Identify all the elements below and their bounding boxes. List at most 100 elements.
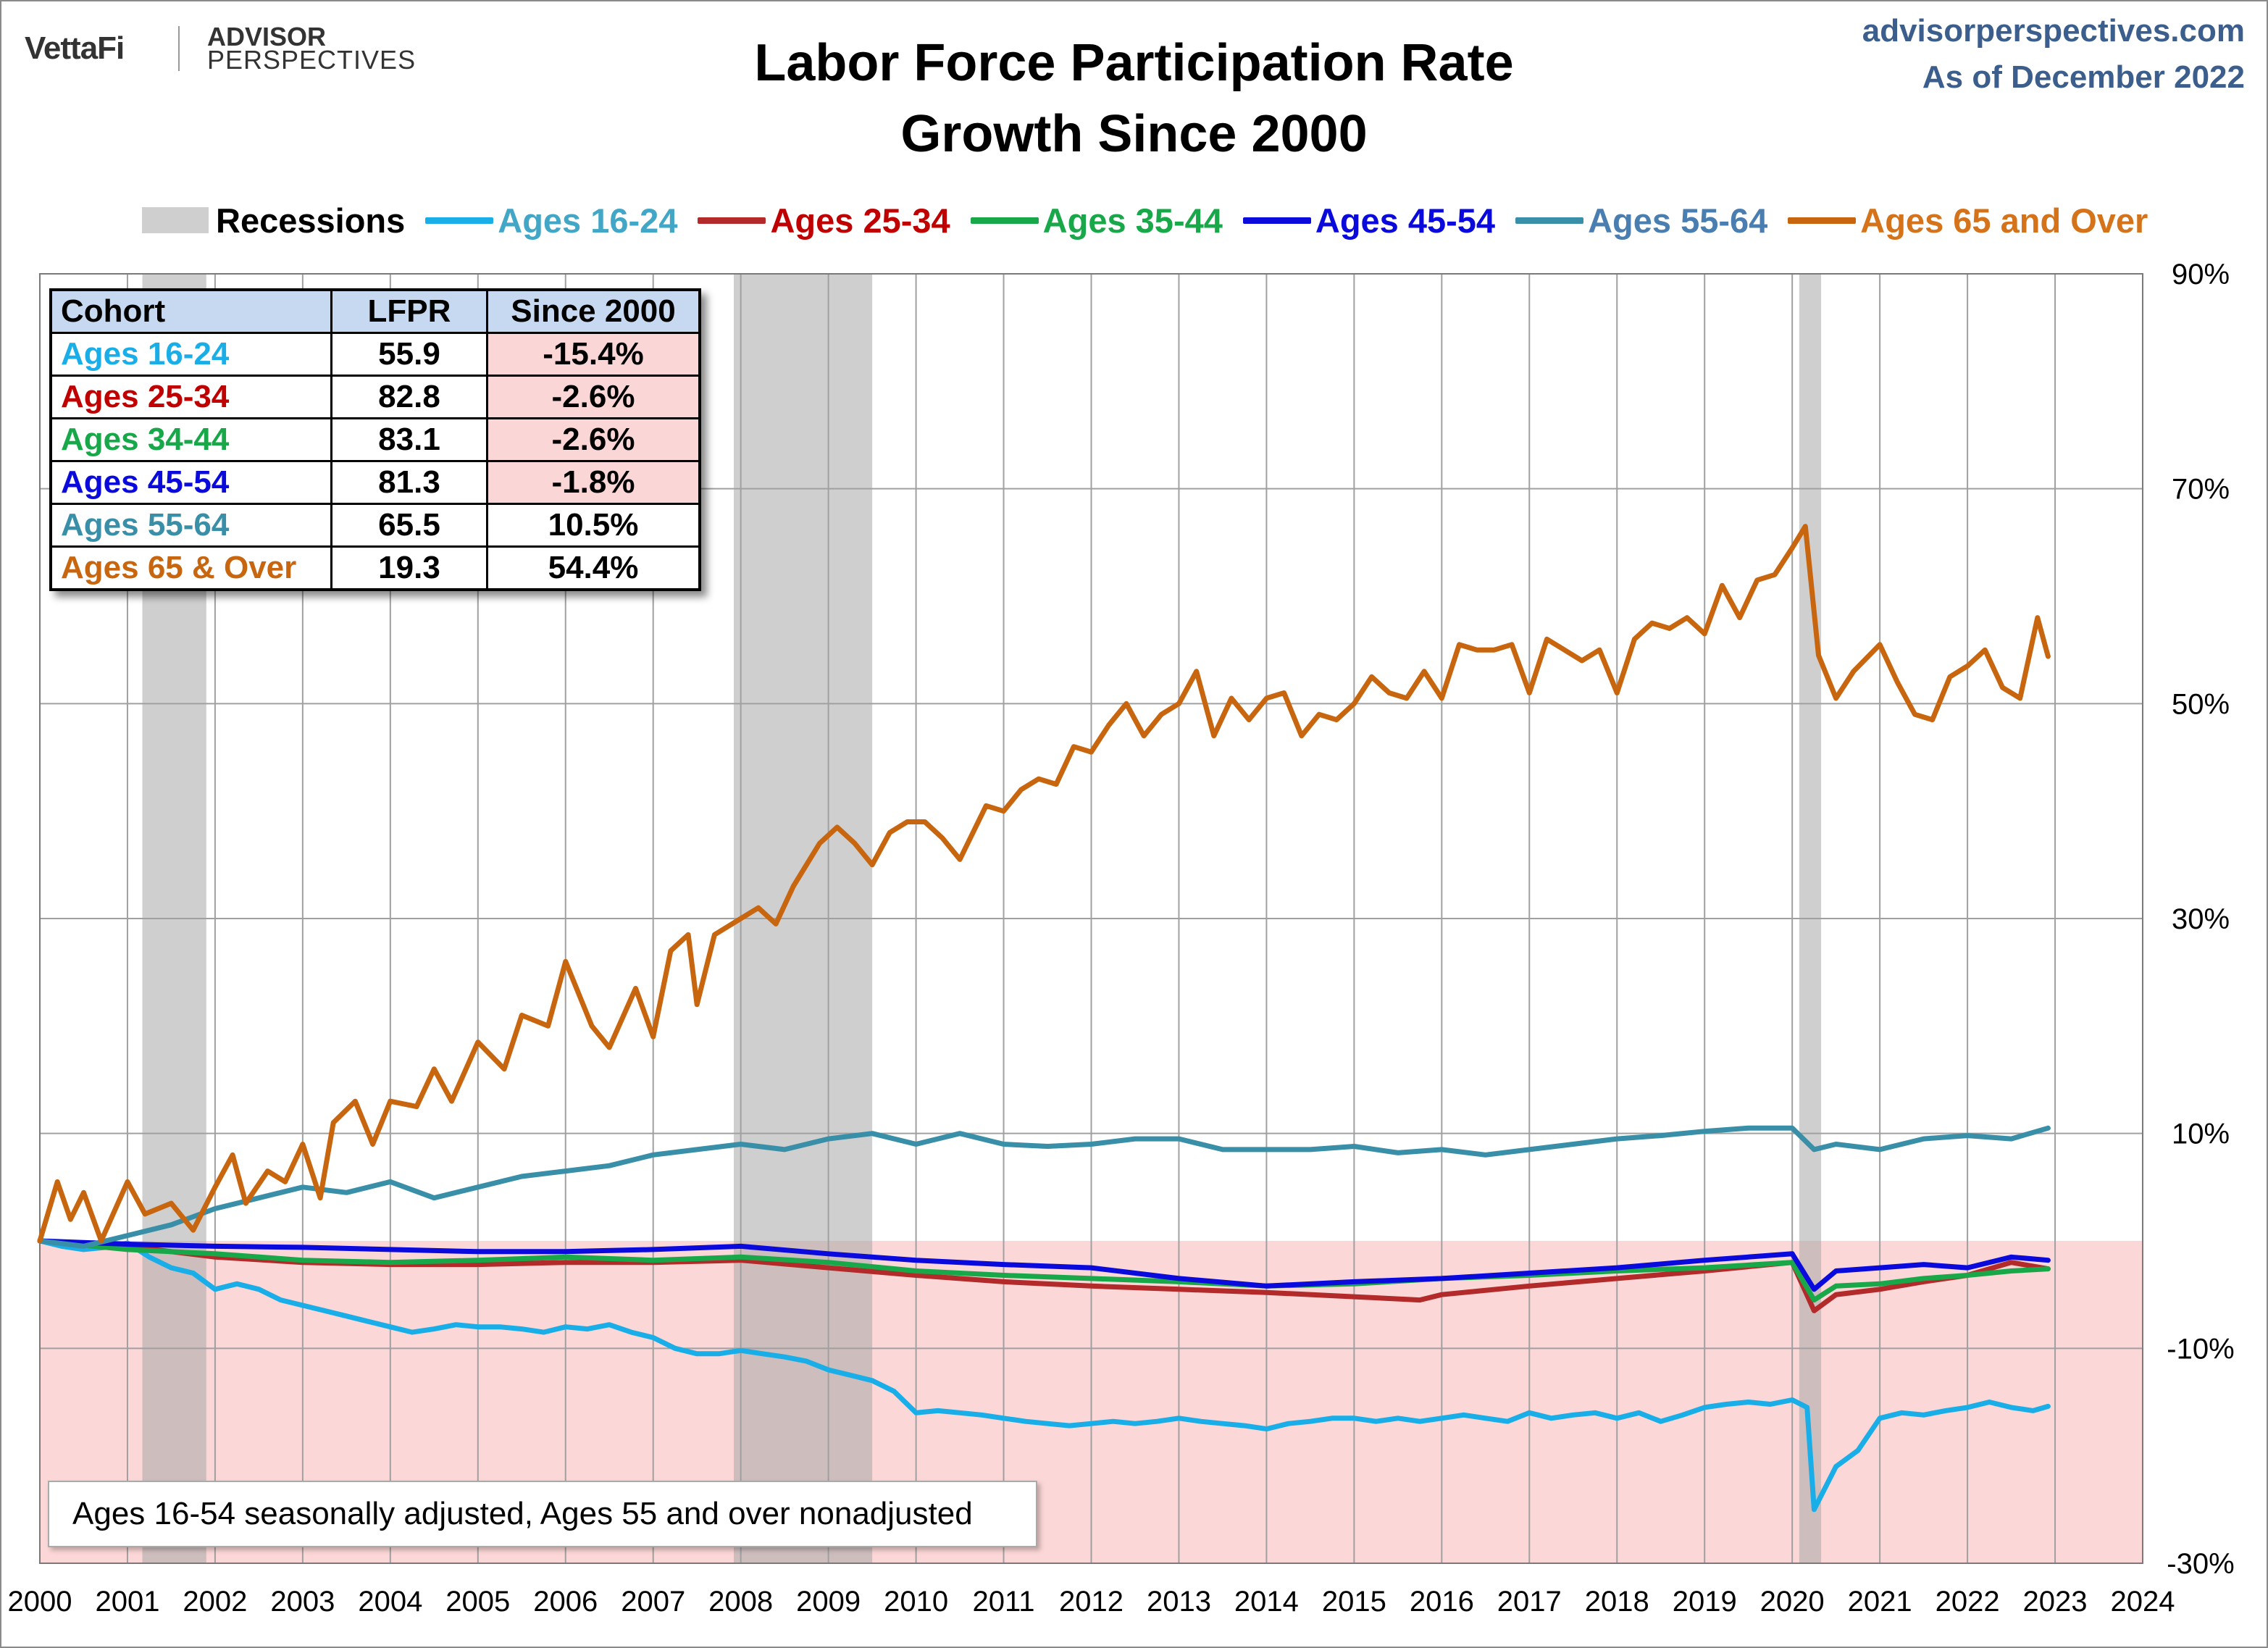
legend-swatch-55-64 bbox=[1515, 217, 1584, 224]
site-url[interactable]: advisorperspectives.com bbox=[1862, 13, 2245, 49]
since-2000-cell: -2.6% bbox=[486, 375, 701, 419]
series-line bbox=[37, 524, 2051, 1244]
perspectives-logo-text: PERSPECTIVES bbox=[207, 45, 417, 75]
lfpr-cell: 81.3 bbox=[330, 460, 488, 505]
legend-swatch-65-over bbox=[1788, 217, 1857, 224]
y-tick-label: -10% bbox=[2167, 1333, 2234, 1365]
since-2000-cell: -15.4% bbox=[486, 332, 701, 377]
lfpr-cell: 55.9 bbox=[330, 332, 488, 377]
table-row: Ages 34-44 83.1 -2.6% bbox=[49, 417, 701, 462]
x-tick-label: 2023 bbox=[2023, 1586, 2088, 1618]
chart-legend: Recessions Ages 16-24 Ages 25-34 Ages 35… bbox=[142, 198, 2168, 242]
x-tick-label: 2021 bbox=[1848, 1586, 1912, 1618]
x-tick-label: 2009 bbox=[796, 1586, 861, 1618]
legend-item-65-over: Ages 65 and Over bbox=[1788, 201, 2148, 240]
legend-label-55-64: Ages 55-64 bbox=[1588, 201, 1768, 240]
series-line bbox=[37, 1125, 2051, 1249]
y-tick-label: 50% bbox=[2172, 688, 2230, 720]
x-tick-label: 2018 bbox=[1585, 1586, 1649, 1618]
series-lines bbox=[37, 524, 2051, 1513]
series-line bbox=[37, 1238, 2051, 1513]
table-header-row: Cohort LFPR Since 2000 bbox=[49, 288, 701, 334]
x-tick-label: 2001 bbox=[95, 1586, 159, 1618]
legend-label-35-44: Ages 35-44 bbox=[1042, 201, 1223, 240]
header-lfpr: LFPR bbox=[330, 288, 488, 334]
logo-divider bbox=[178, 26, 180, 71]
legend-swatch-35-44 bbox=[970, 217, 1039, 224]
legend-item-recessions: Recessions bbox=[142, 201, 405, 240]
x-tick-label: 2003 bbox=[270, 1586, 335, 1618]
as-of-date: As of December 2022 bbox=[1922, 59, 2245, 95]
x-tick-label: 2014 bbox=[1234, 1586, 1299, 1618]
lfpr-cell: 82.8 bbox=[330, 375, 488, 419]
x-tick-label: 2019 bbox=[1673, 1586, 1737, 1618]
y-tick-label: 30% bbox=[2172, 903, 2230, 935]
since-2000-cell: 54.4% bbox=[486, 545, 701, 591]
y-tick-label: -30% bbox=[2167, 1548, 2234, 1580]
legend-label-45-54: Ages 45-54 bbox=[1315, 201, 1496, 240]
table-row: Ages 55-64 65.5 10.5% bbox=[49, 503, 701, 548]
y-tick-label: 90% bbox=[2172, 259, 2230, 290]
y-tick-label: 70% bbox=[2172, 474, 2230, 506]
summary-table: Cohort LFPR Since 2000 Ages 16-24 55.9 -… bbox=[49, 288, 701, 591]
lfpr-cell: 83.1 bbox=[330, 417, 488, 462]
x-tick-label: 2005 bbox=[445, 1586, 510, 1618]
gridlines bbox=[39, 273, 2143, 1564]
x-tick-label: 2012 bbox=[1059, 1586, 1123, 1618]
table-row: Ages 65 & Over 19.3 54.4% bbox=[49, 545, 701, 591]
legend-item-55-64: Ages 55-64 bbox=[1515, 201, 1767, 240]
legend-item-25-34: Ages 25-34 bbox=[698, 201, 950, 240]
x-tick-label: 2006 bbox=[533, 1586, 598, 1618]
cohort-cell: Ages 25-34 bbox=[49, 375, 332, 419]
x-tick-label: 2013 bbox=[1147, 1586, 1211, 1618]
footnote-box: Ages 16-54 seasonally adjusted, Ages 55 … bbox=[48, 1481, 1037, 1547]
x-tick-label: 2016 bbox=[1410, 1586, 1474, 1618]
legend-item-45-54: Ages 45-54 bbox=[1242, 201, 1496, 240]
x-tick-label: 2000 bbox=[8, 1586, 72, 1618]
x-tick-label: 2024 bbox=[2111, 1586, 2175, 1618]
chart-title-line2: Growth Since 2000 bbox=[900, 105, 1368, 163]
cohort-cell: Ages 16-24 bbox=[49, 332, 332, 377]
cohort-cell: Ages 34-44 bbox=[49, 417, 332, 462]
since-2000-cell: -1.8% bbox=[486, 460, 701, 505]
x-tick-label: 2008 bbox=[708, 1586, 773, 1618]
legend-label-65-over: Ages 65 and Over bbox=[1860, 201, 2148, 240]
lfpr-cell: 65.5 bbox=[330, 503, 488, 548]
cohort-cell: Ages 55-64 bbox=[49, 503, 332, 548]
table-row: Ages 16-24 55.9 -15.4% bbox=[49, 332, 701, 377]
legend-label-recessions: Recessions bbox=[216, 201, 406, 240]
legend-item-35-44: Ages 35-44 bbox=[970, 201, 1223, 240]
cohort-cell: Ages 65 & Over bbox=[49, 545, 332, 591]
series-line bbox=[37, 1238, 2051, 1292]
y-tick-label: 10% bbox=[2172, 1118, 2230, 1150]
x-tick-label: 2011 bbox=[973, 1586, 1035, 1618]
chart-title-line1: Labor Force Participation Rate bbox=[754, 34, 1514, 92]
header-cohort: Cohort bbox=[49, 288, 332, 334]
x-tick-label: 2022 bbox=[1936, 1586, 2000, 1618]
since-2000-cell: 10.5% bbox=[486, 503, 701, 548]
since-2000-cell: -2.6% bbox=[486, 417, 701, 462]
plot-border bbox=[39, 273, 2143, 1564]
x-tick-label: 2004 bbox=[358, 1586, 422, 1618]
table-row: Ages 45-54 81.3 -1.8% bbox=[49, 460, 701, 505]
x-tick-label: 2020 bbox=[1760, 1586, 1825, 1618]
legend-label-16-24: Ages 16-24 bbox=[498, 201, 678, 240]
series-line bbox=[37, 1238, 2051, 1313]
legend-label-25-34: Ages 25-34 bbox=[770, 201, 950, 240]
legend-swatch-16-24 bbox=[425, 217, 494, 224]
advisor-logo-text: ADVISOR bbox=[207, 22, 327, 51]
x-tick-label: 2017 bbox=[1497, 1586, 1562, 1618]
cohort-cell: Ages 45-54 bbox=[49, 460, 332, 505]
axes: 2000 2001 2002 2003 2004 2005 2006 2007 2008 2009… bbox=[8, 259, 2235, 1618]
x-tick-label: 2007 bbox=[621, 1586, 685, 1618]
table-row: Ages 25-34 82.8 -2.6% bbox=[49, 375, 701, 419]
legend-swatch-45-54 bbox=[1242, 217, 1311, 224]
x-tick-label: 2002 bbox=[183, 1586, 247, 1618]
x-tick-label: 2015 bbox=[1322, 1586, 1386, 1618]
lfpr-cell: 19.3 bbox=[330, 545, 488, 591]
legend-swatch-25-34 bbox=[698, 217, 766, 224]
legend-swatch-recessions bbox=[142, 207, 209, 233]
x-tick-label: 2010 bbox=[884, 1586, 948, 1618]
header-since-2000: Since 2000 bbox=[486, 288, 701, 334]
